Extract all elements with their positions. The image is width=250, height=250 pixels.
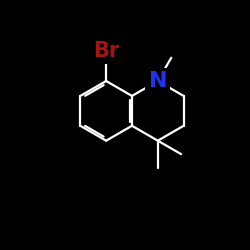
Text: Br: Br xyxy=(93,41,119,61)
Text: N: N xyxy=(148,71,167,91)
